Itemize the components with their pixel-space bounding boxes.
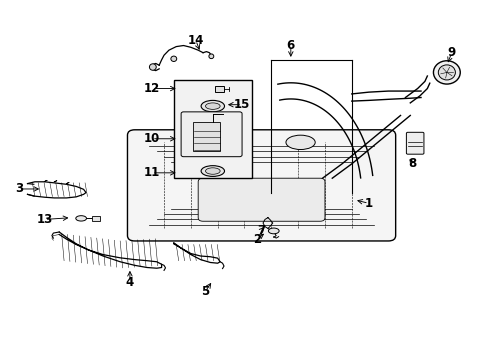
- Ellipse shape: [149, 64, 156, 70]
- Ellipse shape: [205, 103, 220, 109]
- Text: 8: 8: [408, 157, 416, 170]
- Ellipse shape: [208, 54, 213, 59]
- Ellipse shape: [268, 228, 279, 234]
- Ellipse shape: [205, 168, 220, 174]
- Ellipse shape: [207, 135, 237, 149]
- FancyBboxPatch shape: [181, 112, 242, 157]
- Text: 9: 9: [447, 46, 455, 59]
- Text: 12: 12: [143, 82, 160, 95]
- Text: 6: 6: [286, 39, 294, 52]
- Ellipse shape: [201, 100, 224, 112]
- FancyBboxPatch shape: [198, 178, 325, 221]
- Text: 13: 13: [37, 213, 53, 226]
- Text: 1: 1: [364, 197, 372, 210]
- Ellipse shape: [76, 216, 86, 221]
- Text: 3: 3: [15, 183, 23, 195]
- Text: 11: 11: [143, 166, 160, 179]
- Text: 15: 15: [233, 98, 250, 111]
- Text: 5: 5: [201, 285, 209, 298]
- Ellipse shape: [285, 135, 315, 149]
- Text: 2: 2: [252, 233, 260, 246]
- Bar: [92, 216, 100, 221]
- Text: 7: 7: [257, 224, 265, 237]
- Bar: [215, 86, 224, 92]
- Text: 4: 4: [125, 276, 134, 289]
- Ellipse shape: [432, 61, 459, 84]
- Bar: [173, 80, 251, 178]
- Text: 14: 14: [187, 33, 203, 47]
- FancyBboxPatch shape: [127, 130, 395, 241]
- Ellipse shape: [170, 56, 176, 62]
- Ellipse shape: [201, 166, 224, 176]
- Bar: [193, 122, 220, 150]
- FancyBboxPatch shape: [406, 132, 423, 154]
- Ellipse shape: [437, 65, 454, 80]
- Text: 10: 10: [143, 132, 160, 145]
